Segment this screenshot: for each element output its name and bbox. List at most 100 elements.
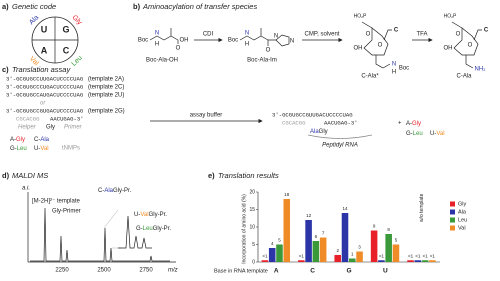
y-tick-label: 20 [249,189,255,195]
y-tick-label: 15 [249,207,255,213]
reagent: G-Leu [10,146,27,152]
spectrum [30,207,170,262]
reagent: CMP, solvent [305,32,340,38]
value-label: <1 [408,253,414,258]
bar [356,251,363,262]
atom: OH [180,38,189,44]
label-part: Gly-Pr. [149,212,168,218]
panel-title: Genetic code [12,2,56,11]
reagent-base: U- [430,131,436,137]
legend-swatch [450,225,455,231]
brace [307,134,373,139]
base: A [41,45,48,55]
label-part: Val [140,212,148,218]
reagent-base: U- [34,146,40,152]
label-part: Ala [104,188,113,194]
reagent-aa: Gly [412,121,421,127]
panel-title: MALDI MS [12,171,48,180]
template-label: (template 2A) [88,77,124,83]
x-tick-label: C [310,268,315,275]
panel-letter: a) [2,2,9,11]
base: U [41,24,48,34]
atom: H [392,70,396,76]
legend-label: Leu [458,217,467,223]
compound: C-Ala* [361,74,379,80]
reagent-base: G- [10,146,17,152]
x-tick-label: w/o template [419,193,425,222]
y-tick-label: 0 [252,259,255,265]
legend-label: Ala [458,209,467,215]
atom: C [484,28,489,34]
legend-swatch [450,217,455,223]
bond [239,28,276,46]
atom: N [274,34,278,40]
legend-swatch [450,201,455,207]
legend-label: Val [458,225,466,231]
bar [392,244,400,262]
bar [370,230,378,262]
peak-label: C-AlaGly-Pr. [98,188,132,194]
x-tick-label: 2750 [139,268,153,274]
primer-seq: AACUGAG-3' [50,115,84,122]
product-primer: AACUGAG-3' [324,119,358,126]
value-label: <1 [379,253,385,258]
x-tick-label: 2250 [55,268,69,274]
base: C [63,45,70,55]
atom: O [378,43,383,49]
reagent-aa: Ala [40,137,49,143]
reagent-base: A- [406,121,412,127]
bar [429,260,436,262]
bar [298,260,305,262]
compound: C-Ala [456,74,472,80]
bond [361,21,392,69]
x-tick-label: 2500 [97,268,111,274]
panel-e: e) Translation results Incorporation of … [208,171,467,275]
template-label: (template 2U) [88,93,124,99]
value-label: 7 [322,231,325,236]
value-label: <1 [423,253,429,258]
panel-d: d) MALDI MS a.i. [M-2H]²⁻ template Gly-P… [2,171,178,274]
value-label: 6 [315,234,318,239]
plus: + [398,121,402,127]
legend-swatch [450,209,455,215]
label-part: Gly-Pr. [113,188,132,194]
value-label: 5 [278,238,281,243]
bar [341,213,349,262]
value-label: <1 [415,253,421,258]
compound: Boc-Ala-OH [146,58,178,64]
template-seq: 3'-GCGUGCCGUGACUCCCCUAG [6,107,84,114]
atom: H [245,42,249,48]
atom: Boc [138,38,148,44]
atom: O [266,48,271,54]
bond [451,21,482,69]
bar [276,244,283,262]
atom: O [468,43,473,49]
bar [378,260,385,262]
bar [305,220,312,262]
reagent-base: A- [10,137,16,143]
bar [414,260,422,262]
legend-label: Gly [458,201,467,207]
atom: N [245,31,249,37]
bar [407,260,414,262]
leftover: G-Leu [406,131,423,137]
y-tick-label: 5 [252,242,255,248]
panel-c: c) Translation assay 3'-GCGUGCCUUGACUCCC… [2,65,445,152]
value-label: 1 [351,252,354,257]
primer-label: Primer [64,125,83,131]
atom: N [392,62,396,68]
dipeptide: AlaGly [310,129,328,135]
value-label: <1 [262,253,268,258]
reagent: C-Ala [34,137,50,143]
peak-label: U-ValGly-Pr. [134,212,167,218]
reagent: TFA [416,32,427,38]
reagent-aa: Val [436,131,444,137]
value-label: <1 [299,253,305,258]
atom: HO₂P [444,13,457,19]
product-helper: CGCACGG [282,119,306,126]
aa: Ala [310,129,319,135]
helper-label: Helper [18,125,37,131]
x-label: m/z [168,268,178,274]
amino-acid: Leu [71,55,84,68]
peak-label: [M-2H]²⁻ template [32,199,81,205]
